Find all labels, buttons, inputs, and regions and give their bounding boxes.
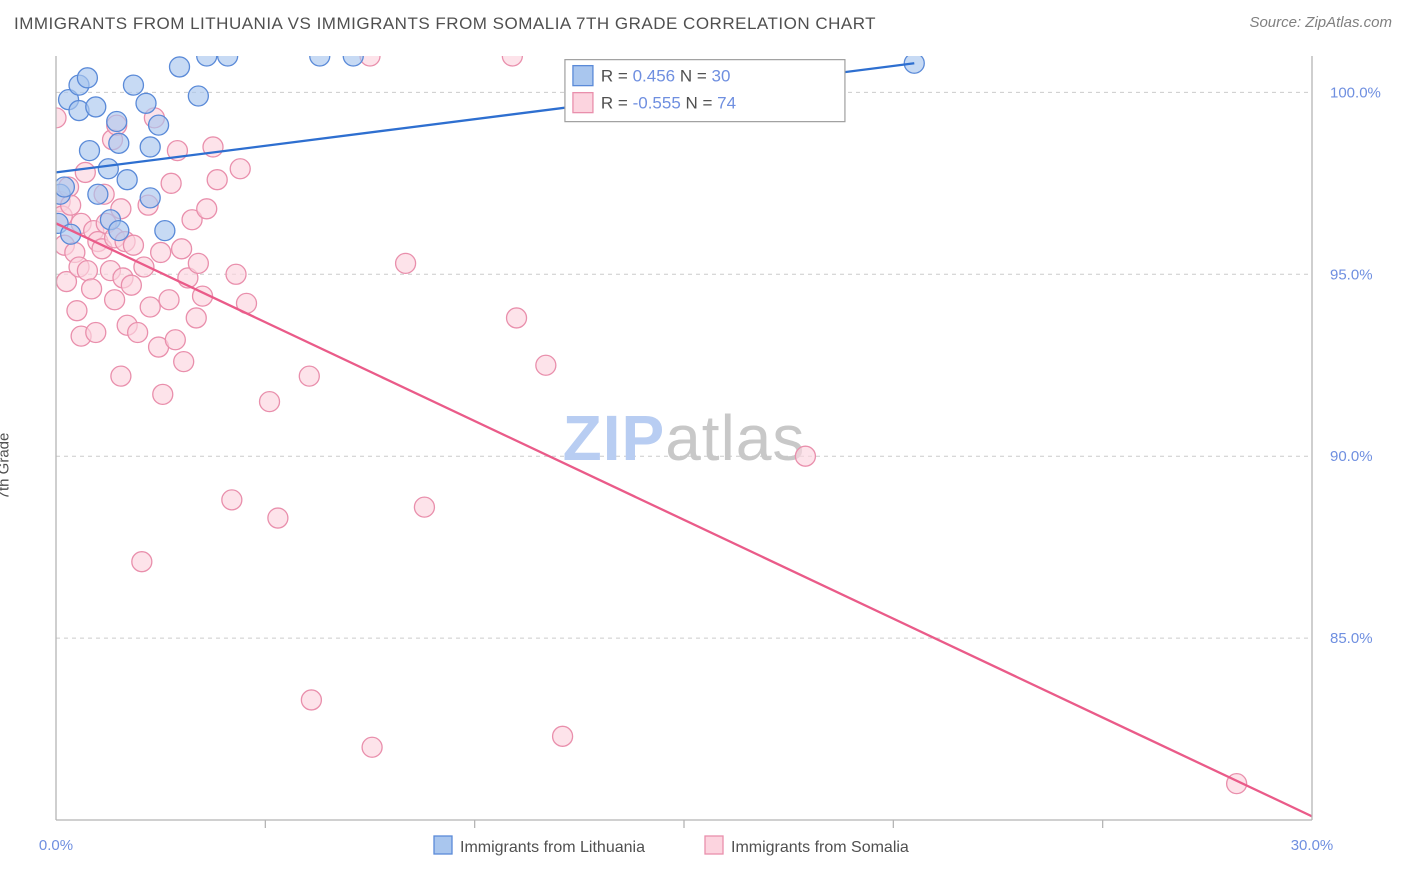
data-point — [226, 264, 246, 284]
data-point — [136, 93, 156, 113]
data-point — [414, 497, 434, 517]
data-point — [222, 490, 242, 510]
data-point — [165, 330, 185, 350]
data-point — [123, 75, 143, 95]
data-point — [98, 159, 118, 179]
data-point — [149, 115, 169, 135]
data-point — [86, 97, 106, 117]
data-point — [536, 355, 556, 375]
data-point — [79, 141, 99, 161]
scatter-chart: ZIPatlas 85.0% 90.0% 95.0% 100.0% 0.0% 30.0% Im… — [14, 50, 1392, 882]
data-point — [105, 290, 125, 310]
data-point — [174, 352, 194, 372]
data-point — [107, 111, 127, 131]
data-point — [188, 86, 208, 106]
trend-line-pink — [56, 223, 1312, 816]
chart-title: IMMIGRANTS FROM LITHUANIA VS IMMIGRANTS … — [14, 14, 876, 33]
data-point — [186, 308, 206, 328]
legend-label: Immigrants from Somalia — [731, 839, 909, 856]
data-point — [151, 242, 171, 262]
data-point — [88, 184, 108, 204]
data-point — [77, 68, 97, 88]
data-point — [795, 446, 815, 466]
data-point — [161, 173, 181, 193]
data-point — [132, 552, 152, 572]
data-point — [188, 253, 208, 273]
data-point — [197, 50, 217, 66]
data-point — [172, 239, 192, 259]
data-point — [140, 137, 160, 157]
stats-row: R = 0.456 N = 30 — [601, 67, 731, 86]
watermark: ZIPatlas — [563, 402, 806, 474]
y-tick-label: 85.0% — [1330, 630, 1373, 647]
legend-label: Immigrants from Lithuania — [460, 839, 645, 856]
stats-swatch — [573, 93, 593, 113]
data-point — [507, 308, 527, 328]
data-point — [109, 221, 129, 241]
legend-swatch — [434, 836, 452, 854]
data-point — [111, 366, 131, 386]
y-tick-label: 100.0% — [1330, 84, 1381, 101]
data-point — [170, 57, 190, 77]
data-point — [396, 253, 416, 273]
data-point — [121, 275, 141, 295]
data-point — [86, 322, 106, 342]
stats-swatch — [573, 66, 593, 86]
data-point — [109, 133, 129, 153]
data-point — [207, 170, 227, 190]
data-point — [299, 366, 319, 386]
data-point — [310, 50, 330, 66]
data-point — [301, 690, 321, 710]
data-point — [218, 50, 238, 66]
stats-row: R = -0.555 N = 74 — [601, 94, 736, 113]
data-point — [75, 162, 95, 182]
data-point — [155, 221, 175, 241]
y-axis-label: 7th Grade — [0, 433, 13, 500]
data-point — [77, 261, 97, 281]
data-point — [117, 170, 137, 190]
data-point — [82, 279, 102, 299]
data-point — [230, 159, 250, 179]
data-point — [343, 50, 363, 66]
data-point — [553, 726, 573, 746]
data-point — [128, 322, 148, 342]
source-label: Source: ZipAtlas.com — [1249, 14, 1392, 31]
legend-swatch — [705, 836, 723, 854]
x-tick-label: 0.0% — [39, 837, 73, 854]
data-point — [502, 50, 522, 66]
data-point — [268, 508, 288, 528]
data-point — [140, 188, 160, 208]
data-point — [54, 177, 74, 197]
y-tick-label: 90.0% — [1330, 448, 1373, 465]
data-point — [362, 737, 382, 757]
data-point — [140, 297, 160, 317]
data-point — [153, 384, 173, 404]
y-tick-label: 95.0% — [1330, 266, 1373, 283]
data-point — [197, 199, 217, 219]
data-point — [159, 290, 179, 310]
data-point — [260, 392, 280, 412]
data-point — [123, 235, 143, 255]
x-tick-label: 30.0% — [1291, 837, 1334, 854]
data-point — [67, 301, 87, 321]
